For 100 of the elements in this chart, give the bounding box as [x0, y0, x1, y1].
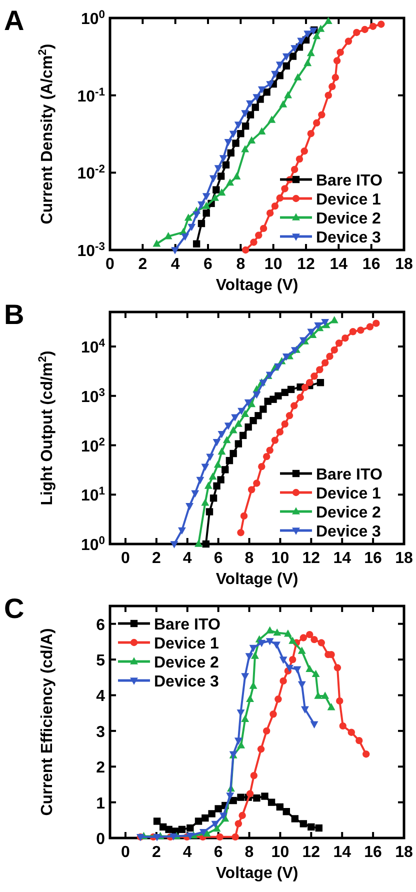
point — [332, 74, 339, 82]
point — [276, 428, 284, 436]
point — [169, 833, 178, 841]
legend-label: Device 2 — [316, 504, 382, 522]
point — [289, 52, 297, 60]
point — [262, 452, 270, 460]
point — [297, 38, 306, 45]
point — [238, 812, 246, 820]
point — [242, 246, 250, 254]
x-tick-label: 16 — [362, 256, 380, 273]
point — [202, 814, 209, 822]
x-tick-label: 12 — [302, 844, 320, 861]
point — [348, 728, 355, 736]
point — [230, 450, 237, 458]
point — [276, 803, 284, 811]
y-tick-label: 1 — [96, 795, 106, 812]
point — [316, 378, 324, 386]
point — [296, 155, 304, 163]
point — [222, 161, 230, 169]
point — [209, 175, 218, 182]
point — [202, 202, 210, 209]
y-tick-label: 3 — [96, 724, 106, 741]
y-tick-label: 4 — [96, 688, 106, 706]
y-tick-label: 10$^{-2}$ — [77, 164, 105, 183]
x-axis-title: Voltage (V) — [216, 571, 298, 588]
point — [300, 820, 308, 828]
legend-label: Device 2 — [316, 210, 382, 228]
point — [222, 436, 231, 444]
point — [246, 790, 254, 798]
point — [310, 636, 318, 644]
point — [218, 188, 226, 196]
point — [357, 326, 364, 334]
x-tick-label: 4 — [182, 550, 192, 567]
point — [192, 211, 201, 219]
point — [241, 110, 250, 118]
point — [212, 186, 220, 194]
point — [366, 323, 374, 330]
point — [211, 820, 220, 828]
x-tick-label: 14 — [333, 844, 352, 861]
point — [230, 796, 237, 804]
x-tick-label: 2 — [138, 256, 148, 273]
point — [248, 136, 256, 144]
point — [260, 406, 267, 413]
point — [237, 130, 244, 138]
point — [234, 738, 242, 745]
point — [192, 240, 200, 248]
point — [298, 646, 306, 654]
point — [194, 818, 202, 825]
point — [266, 446, 274, 454]
point — [214, 805, 222, 812]
point — [252, 392, 261, 399]
point — [242, 122, 250, 130]
point — [194, 540, 202, 547]
y-tick-label: 6 — [96, 616, 106, 634]
point — [287, 386, 295, 394]
x-tick-label: 10 — [271, 844, 290, 861]
point — [255, 232, 262, 239]
point — [234, 440, 242, 448]
x-tick-label: 14 — [333, 550, 352, 567]
y-tick-label: 10$^{3}$ — [80, 386, 105, 406]
point — [181, 234, 190, 241]
point — [301, 384, 309, 392]
point — [224, 422, 232, 430]
point — [313, 119, 320, 126]
point — [298, 681, 306, 688]
point — [326, 352, 334, 360]
point — [226, 178, 234, 186]
point — [244, 399, 252, 407]
point — [281, 420, 288, 428]
point — [273, 628, 282, 636]
point — [339, 722, 346, 730]
point — [318, 639, 325, 646]
point — [198, 220, 206, 228]
point — [362, 750, 370, 758]
x-tick-label: 16 — [364, 844, 382, 861]
point — [336, 48, 344, 56]
point — [286, 664, 294, 672]
x-tick-label: 2 — [152, 844, 161, 861]
point — [258, 127, 266, 134]
point — [304, 58, 312, 66]
point — [288, 656, 296, 664]
point — [246, 111, 254, 118]
point — [246, 694, 254, 702]
x-tick-label: 10 — [264, 256, 282, 273]
x-tick-label: 0 — [121, 550, 130, 567]
point — [330, 346, 338, 354]
point — [239, 432, 247, 440]
point — [300, 634, 308, 642]
point — [241, 714, 250, 722]
y-tick-label: 10$^{0}$ — [80, 9, 105, 28]
point — [279, 656, 288, 664]
point — [208, 472, 217, 480]
point — [224, 139, 232, 146]
x-tick-label: 16 — [364, 550, 382, 567]
point — [252, 104, 259, 111]
point — [335, 340, 343, 347]
point — [312, 32, 321, 40]
point — [184, 214, 192, 221]
point — [306, 48, 315, 56]
point — [186, 824, 194, 832]
